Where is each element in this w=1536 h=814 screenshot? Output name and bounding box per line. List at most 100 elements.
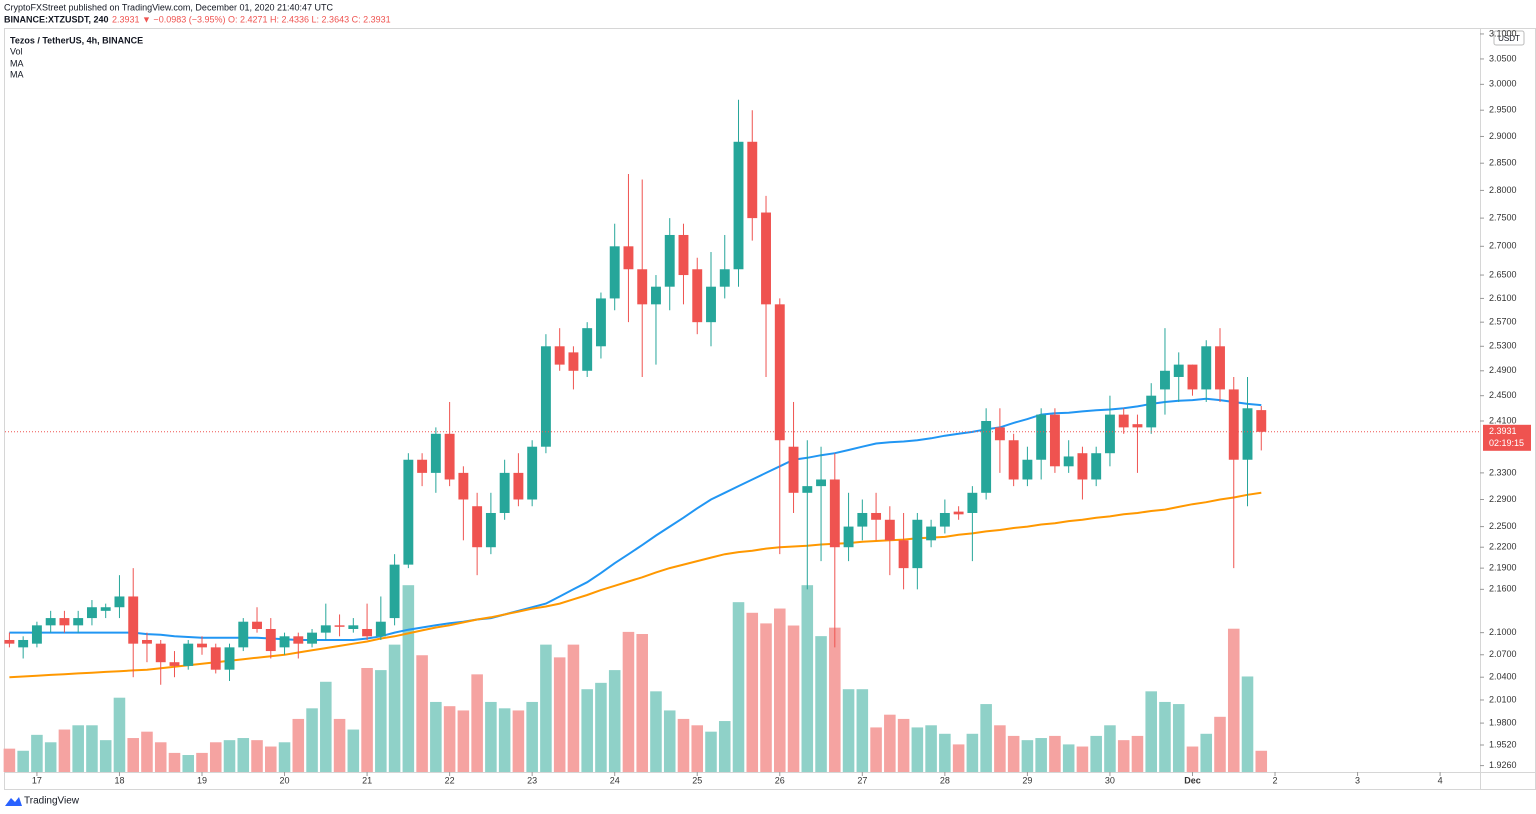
- volume-bar: [58, 729, 71, 772]
- volume-bar: [842, 689, 855, 772]
- volume-bar: [636, 634, 648, 772]
- brand-logo: TradingView: [5, 796, 80, 807]
- y-tick-label: 2.4500: [1489, 390, 1517, 400]
- y-tick-label: 2.8000: [1489, 185, 1517, 195]
- volume-bar: [1104, 725, 1116, 772]
- price-tag: [1483, 424, 1531, 451]
- candle-body: [829, 479, 840, 548]
- candle-body: [4, 639, 15, 644]
- candle-body: [1077, 453, 1088, 480]
- x-tick-label: 28: [940, 775, 950, 785]
- legend-entry: MA: [10, 58, 24, 68]
- volume-bar: [1200, 733, 1213, 772]
- volume-bar: [278, 742, 291, 772]
- candle-body: [73, 618, 84, 626]
- candle-body: [1187, 364, 1198, 390]
- volume-bar: [1021, 740, 1034, 772]
- candle-body: [953, 511, 964, 515]
- volume-bar: [1062, 744, 1075, 772]
- volume-bar: [622, 631, 635, 772]
- volume-bar: [141, 731, 153, 772]
- volume-bar: [939, 733, 951, 772]
- candle-body: [389, 564, 400, 619]
- volume-bar: [72, 725, 84, 772]
- y-tick-label: 2.6500: [1489, 269, 1517, 279]
- volume-bar: [952, 744, 965, 772]
- volume-bar: [856, 689, 869, 772]
- candle-body: [362, 628, 373, 637]
- x-tick-label: 23: [527, 775, 537, 785]
- volume-bar: [829, 627, 841, 772]
- symbol: BINANCE:XTZUSDT, 240: [4, 14, 109, 24]
- candle-body: [981, 420, 992, 493]
- volume-bar: [196, 752, 208, 772]
- x-tick-label: 21: [362, 775, 372, 785]
- candle-body: [128, 596, 139, 644]
- candle-body: [444, 433, 455, 480]
- volume-bar: [265, 746, 277, 772]
- volume-bar: [388, 644, 401, 772]
- volume-bar: [732, 602, 745, 772]
- volume-bar: [980, 704, 992, 772]
- candle-body: [719, 269, 730, 287]
- volume-bar: [209, 742, 222, 772]
- candle-body: [417, 459, 428, 473]
- volume-bar: [884, 714, 896, 772]
- candle-body: [348, 625, 359, 629]
- y-tick-label: 3.0500: [1489, 53, 1517, 63]
- candle-body: [320, 625, 331, 633]
- y-tick-label: 2.0400: [1489, 672, 1517, 682]
- volume-bar: [595, 682, 607, 772]
- candle-body: [802, 486, 813, 493]
- candle-body: [430, 433, 441, 473]
- volume-bar: [746, 612, 759, 772]
- volume-bar: [237, 738, 250, 772]
- candle-body: [334, 625, 345, 627]
- candle-body: [265, 628, 276, 652]
- candle-body: [747, 141, 758, 219]
- y-tick-label: 2.6100: [1489, 293, 1517, 303]
- y-tick-label: 2.9500: [1489, 105, 1517, 115]
- y-tick-label: 1.9520: [1489, 739, 1517, 749]
- y-tick-label: 1.9260: [1489, 760, 1517, 770]
- volume-bar: [113, 697, 126, 772]
- volume-bar: [1007, 735, 1020, 772]
- candle-body: [1146, 395, 1157, 428]
- volume-bar: [127, 738, 139, 772]
- volume-bar: [1049, 735, 1061, 772]
- volume-bar: [540, 644, 552, 772]
- y-tick-label: 2.2900: [1489, 494, 1517, 504]
- volume-bar: [1255, 750, 1268, 772]
- legend-entry: MA: [10, 69, 24, 79]
- volume-bar: [801, 585, 814, 772]
- volume-bar: [292, 718, 305, 772]
- candle-body: [554, 346, 565, 365]
- currency: USDT: [1498, 34, 1520, 43]
- candle-body: [967, 492, 978, 513]
- x-tick-label: 26: [775, 775, 785, 785]
- candle-body: [582, 328, 593, 371]
- volume-bar: [1159, 701, 1171, 772]
- volume-bar: [430, 701, 442, 772]
- x-tick-label: 20: [280, 775, 290, 785]
- candle-body: [1091, 453, 1102, 480]
- y-tick-label: 2.4900: [1489, 365, 1517, 375]
- candle-body: [1132, 424, 1143, 428]
- volume-bar: [416, 655, 428, 772]
- candle-body: [540, 346, 551, 447]
- x-tick-label: 25: [692, 775, 702, 785]
- y-tick-label: 2.4100: [1489, 415, 1517, 425]
- byline: CryptoFXStreet published on TradingView.…: [4, 2, 334, 12]
- volume-bar: [705, 731, 717, 772]
- volume-bar: [1090, 735, 1102, 772]
- volume-bar: [485, 701, 497, 772]
- quote: 2.3931 ▼ −0.0983 (−3.95%) O: 2.4271 H: 2…: [112, 14, 391, 24]
- candle-body: [1242, 408, 1253, 460]
- candle-body: [307, 632, 318, 644]
- x-tick-label: 3: [1355, 775, 1360, 785]
- volume-bar: [223, 740, 236, 772]
- volume-bar: [567, 644, 580, 772]
- moving-average: [9, 397, 1262, 641]
- volume-bar: [320, 681, 332, 772]
- volume-bar: [553, 657, 566, 772]
